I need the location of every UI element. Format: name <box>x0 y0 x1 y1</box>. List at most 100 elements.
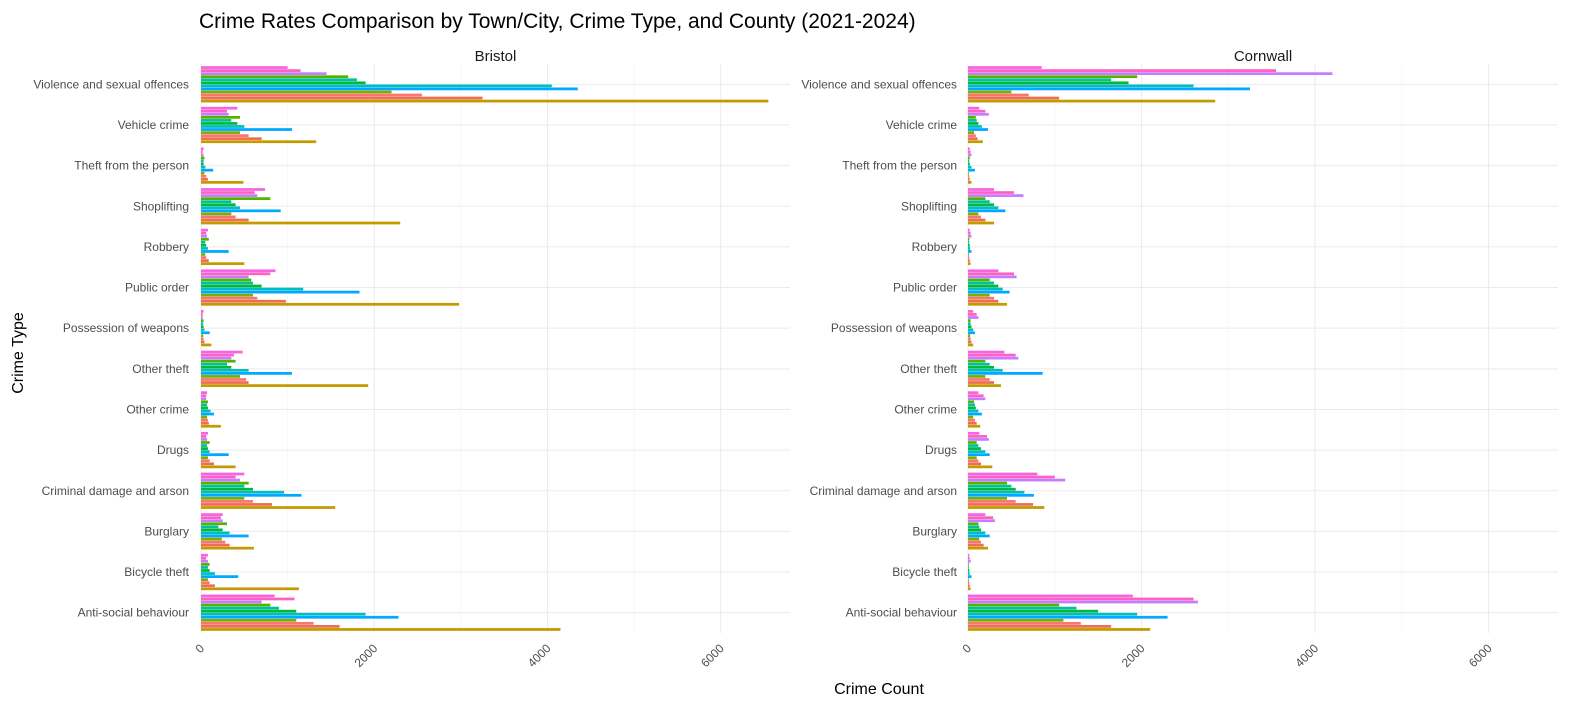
bar <box>968 438 989 441</box>
bar <box>968 115 976 119</box>
bar <box>968 424 981 428</box>
bar <box>968 137 978 141</box>
bar <box>201 391 208 395</box>
bar <box>201 87 578 91</box>
bar <box>968 534 990 538</box>
bar <box>201 359 236 363</box>
bar <box>968 302 1008 306</box>
bar <box>968 78 1112 82</box>
bar <box>968 575 972 578</box>
y-tick-label: Criminal damage and arson <box>42 484 189 498</box>
bar <box>201 350 243 354</box>
bar <box>201 559 208 563</box>
bar <box>968 362 990 366</box>
bar <box>968 299 999 303</box>
bar <box>968 503 1034 506</box>
bar <box>201 287 304 291</box>
bar <box>201 553 208 557</box>
bar <box>201 302 460 306</box>
bar <box>201 253 206 256</box>
bar <box>201 212 232 216</box>
bar <box>201 66 288 69</box>
bar <box>201 572 215 575</box>
bar <box>201 450 210 454</box>
bar <box>201 609 297 613</box>
y-tick-label: Drugs <box>157 443 189 457</box>
bar <box>201 177 208 181</box>
bar <box>201 340 205 344</box>
bar <box>968 159 970 163</box>
bar <box>968 519 995 523</box>
bar <box>201 119 232 122</box>
bar <box>201 628 561 631</box>
x-axis-title: Crime Count <box>834 681 924 698</box>
bar <box>201 540 226 544</box>
bar <box>968 72 1333 76</box>
bar <box>201 134 249 138</box>
bar <box>201 99 769 103</box>
bar <box>201 78 357 82</box>
bar <box>968 578 969 582</box>
bar <box>201 615 399 619</box>
bar <box>968 584 970 588</box>
bar <box>968 409 979 413</box>
bar <box>201 243 207 247</box>
bar <box>201 131 240 134</box>
bar <box>201 456 208 460</box>
bar <box>968 131 975 134</box>
bar <box>968 262 971 266</box>
bar <box>201 313 203 316</box>
bar <box>968 490 1025 494</box>
x-tick-label: 0 <box>959 641 974 656</box>
bar <box>201 322 204 325</box>
bar <box>968 243 970 247</box>
bar <box>201 90 392 94</box>
bar <box>968 209 1006 213</box>
bar <box>201 206 240 210</box>
bar <box>201 140 317 144</box>
bar <box>201 137 262 141</box>
bar <box>968 197 986 201</box>
y-tick-label: Theft from the person <box>74 159 189 173</box>
bar <box>968 459 979 463</box>
bar <box>968 400 975 404</box>
bar <box>968 543 984 547</box>
bar <box>968 594 1133 598</box>
bar <box>201 566 208 569</box>
bar <box>201 256 207 259</box>
bar <box>201 106 238 110</box>
bar <box>201 606 279 610</box>
y-tick-label: Bicycle theft <box>892 565 957 579</box>
bar <box>201 237 209 241</box>
bar <box>201 209 281 213</box>
y-tick-label: Burglary <box>912 524 957 538</box>
bar <box>968 618 1064 622</box>
bar <box>201 174 207 178</box>
bar <box>968 615 1168 619</box>
bar <box>968 256 970 259</box>
bar <box>968 484 1012 488</box>
bar <box>201 368 249 372</box>
bar <box>201 375 240 378</box>
bar <box>201 372 292 375</box>
bar <box>201 409 211 413</box>
bar <box>201 603 271 607</box>
bar <box>968 296 995 300</box>
bar <box>968 328 974 332</box>
bar <box>201 438 208 441</box>
y-tick-label: Other theft <box>132 362 189 376</box>
bar <box>968 93 1029 97</box>
y-tick-label: Violence and sexual offences <box>801 77 957 91</box>
bar <box>201 156 205 160</box>
bar <box>968 340 972 344</box>
bar <box>201 165 206 169</box>
bar <box>968 272 1014 276</box>
bar <box>968 140 983 144</box>
bar <box>968 287 1003 291</box>
bar <box>201 394 207 398</box>
bar <box>968 281 995 285</box>
bar <box>201 203 236 207</box>
bar <box>968 269 999 273</box>
bar <box>201 381 249 384</box>
y-tick-label: Violence and sexual offences <box>33 77 189 91</box>
